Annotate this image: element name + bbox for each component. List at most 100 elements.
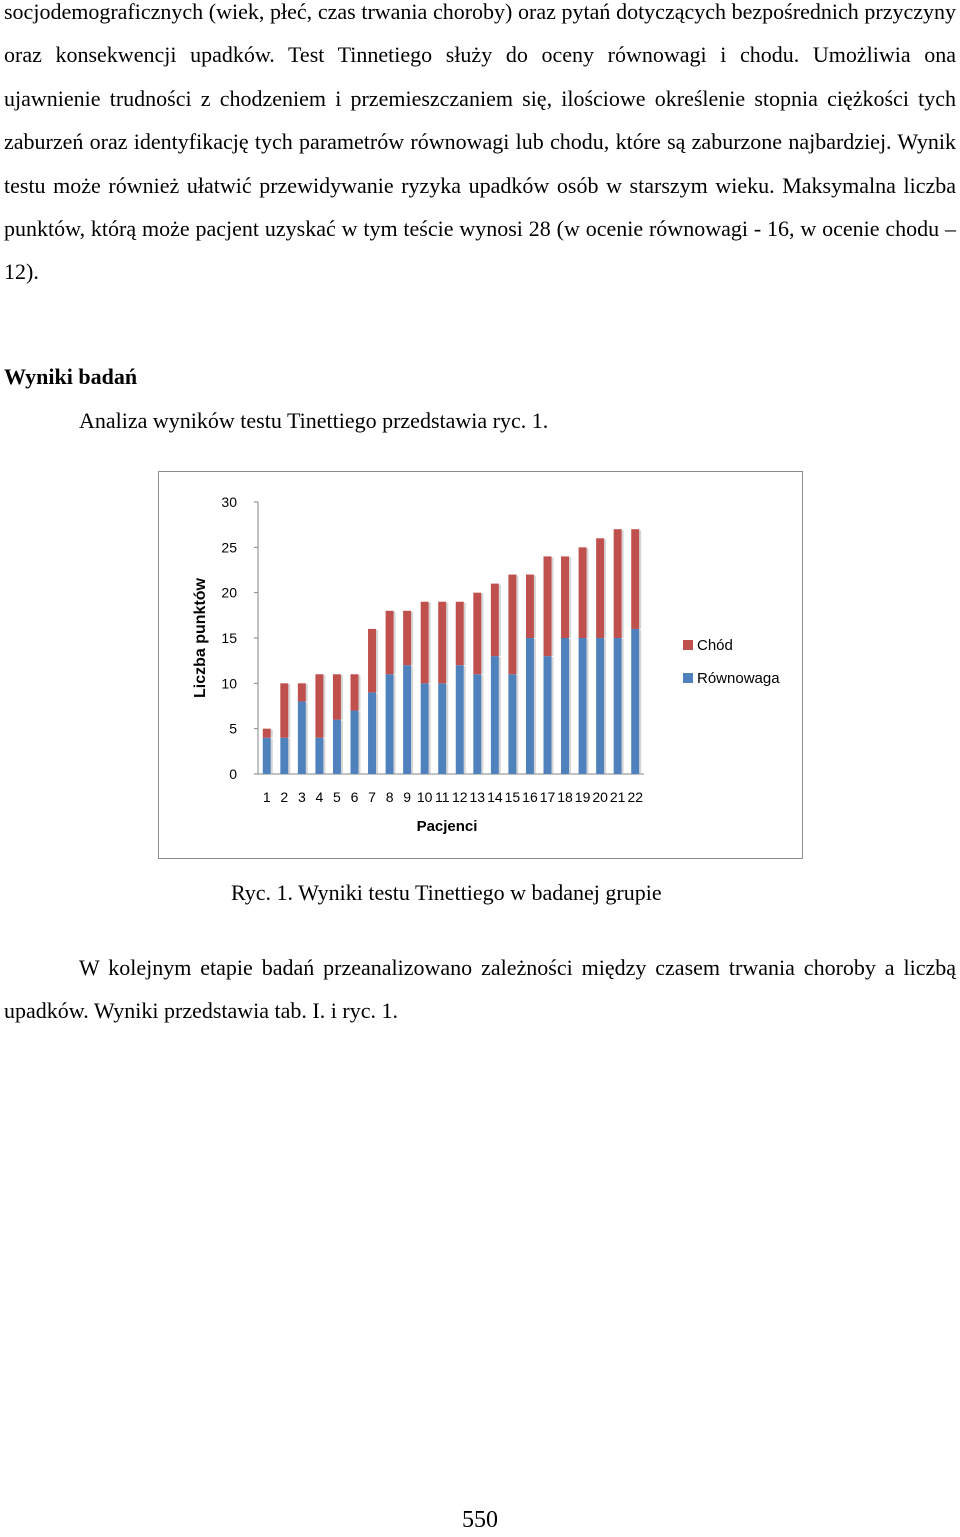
bar-shadow (569, 557, 572, 638)
x-tick-label: 5 (333, 789, 341, 805)
legend-swatch (683, 640, 693, 650)
bar-shadow (393, 611, 396, 675)
bar-chod (385, 610, 394, 675)
bar-rownowaga (368, 692, 377, 774)
bar-rownowaga (490, 656, 499, 774)
bar-chod (508, 574, 517, 675)
bar-rownowaga (561, 638, 570, 774)
x-tick-label: 10 (417, 789, 433, 805)
bar-shadow (340, 675, 343, 720)
bar-shadow (604, 639, 607, 774)
bar-rownowaga (508, 674, 517, 774)
chart-legend: Chód Równowaga (683, 637, 780, 687)
bar-chod (297, 683, 306, 702)
bar-chod (420, 601, 429, 684)
bar-shadow (446, 684, 449, 774)
legend-swatch (683, 673, 693, 683)
bar-shadow (586, 548, 589, 638)
y-tick-label: 5 (229, 721, 237, 737)
bar-shadow (604, 539, 607, 638)
bar-rownowaga (262, 737, 271, 774)
bar-chod (525, 574, 534, 638)
bar-shadow (533, 575, 536, 638)
bar-shadow (463, 666, 466, 774)
bar-chod (578, 547, 587, 638)
bar-chod (543, 556, 552, 657)
x-tick-label: 13 (470, 789, 486, 805)
bar-shadow (639, 530, 642, 629)
bar-shadow (446, 602, 449, 684)
body-paragraph-2: W kolejnym etapie badań przeanalizowano … (4, 955, 956, 1024)
bar-chod (280, 683, 289, 738)
bar-shadow (516, 575, 519, 675)
section-heading: Wyniki badań (4, 364, 138, 389)
stacked-bar-chart: 0 5 10 15 20 25 30 1 2 3 4 5 6 7 8 9 10 11 12 13 14 15 16 17 18 1… (158, 471, 803, 859)
bar-rownowaga (385, 674, 394, 774)
bar-shadow (305, 684, 308, 702)
bar-shadow (621, 639, 624, 774)
y-tick-label: 25 (221, 539, 237, 555)
bar-shadow (586, 639, 589, 774)
bar-shadow (358, 711, 361, 774)
bar-shadow (463, 602, 466, 666)
bar-chod (438, 601, 447, 684)
bar-shadow (323, 675, 326, 738)
bar-chod (350, 674, 359, 711)
bar-shadow (551, 657, 554, 774)
bar-shadow (270, 729, 273, 738)
x-tick-label: 3 (298, 789, 306, 805)
x-tick-label: 7 (368, 789, 376, 805)
bar-chod (368, 628, 377, 693)
bar-rownowaga (350, 710, 359, 774)
bar-shadow (639, 629, 642, 774)
x-tick-label: 9 (403, 789, 411, 805)
bar-chod (332, 674, 341, 720)
bar-chod (473, 592, 482, 675)
bar-shadow (428, 602, 431, 684)
bar-rownowaga (543, 656, 552, 774)
y-tick-label: 10 (221, 675, 237, 691)
bar-shadow (358, 675, 361, 711)
bar-chod (561, 556, 570, 638)
bar-rownowaga (596, 638, 605, 774)
legend-label: Chód (697, 637, 733, 654)
bar-shadow (516, 675, 519, 774)
bar-shadow (305, 702, 308, 774)
bar-shadow (270, 738, 273, 774)
x-tick-label: 15 (505, 789, 521, 805)
bar-shadow (621, 530, 624, 638)
bar-shadow (551, 557, 554, 657)
bar-rownowaga (403, 665, 412, 774)
y-tick-label: 0 (229, 766, 237, 782)
bar-chod (455, 601, 464, 666)
bar-chod (403, 610, 412, 666)
bar-rownowaga (631, 628, 640, 774)
bar-rownowaga (332, 719, 341, 774)
bar-rownowaga (438, 683, 447, 774)
bar-shadow (323, 738, 326, 774)
bar-shadow (533, 639, 536, 774)
bar-rownowaga (578, 638, 587, 774)
bar-rownowaga (613, 638, 622, 774)
bar-chod (262, 728, 271, 738)
x-tick-label: 17 (540, 789, 556, 805)
bar-shadow (376, 693, 379, 774)
bar-chod (631, 529, 640, 629)
bar-chod (613, 529, 622, 638)
bar-shadow (340, 720, 343, 774)
bar-chod (315, 674, 324, 738)
bar-shadow (376, 629, 379, 693)
y-tick-label: 30 (221, 494, 237, 510)
bar-rownowaga (525, 638, 534, 774)
bar-shadow (569, 639, 572, 774)
bar-shadow (288, 684, 291, 738)
x-tick-label: 18 (557, 789, 573, 805)
x-tick-label: 16 (522, 789, 538, 805)
bar-shadow (288, 738, 291, 774)
bar-rownowaga (473, 674, 482, 774)
bar-shadow (498, 657, 501, 774)
x-tick-label: 2 (280, 789, 288, 805)
bar-rownowaga (297, 701, 306, 774)
